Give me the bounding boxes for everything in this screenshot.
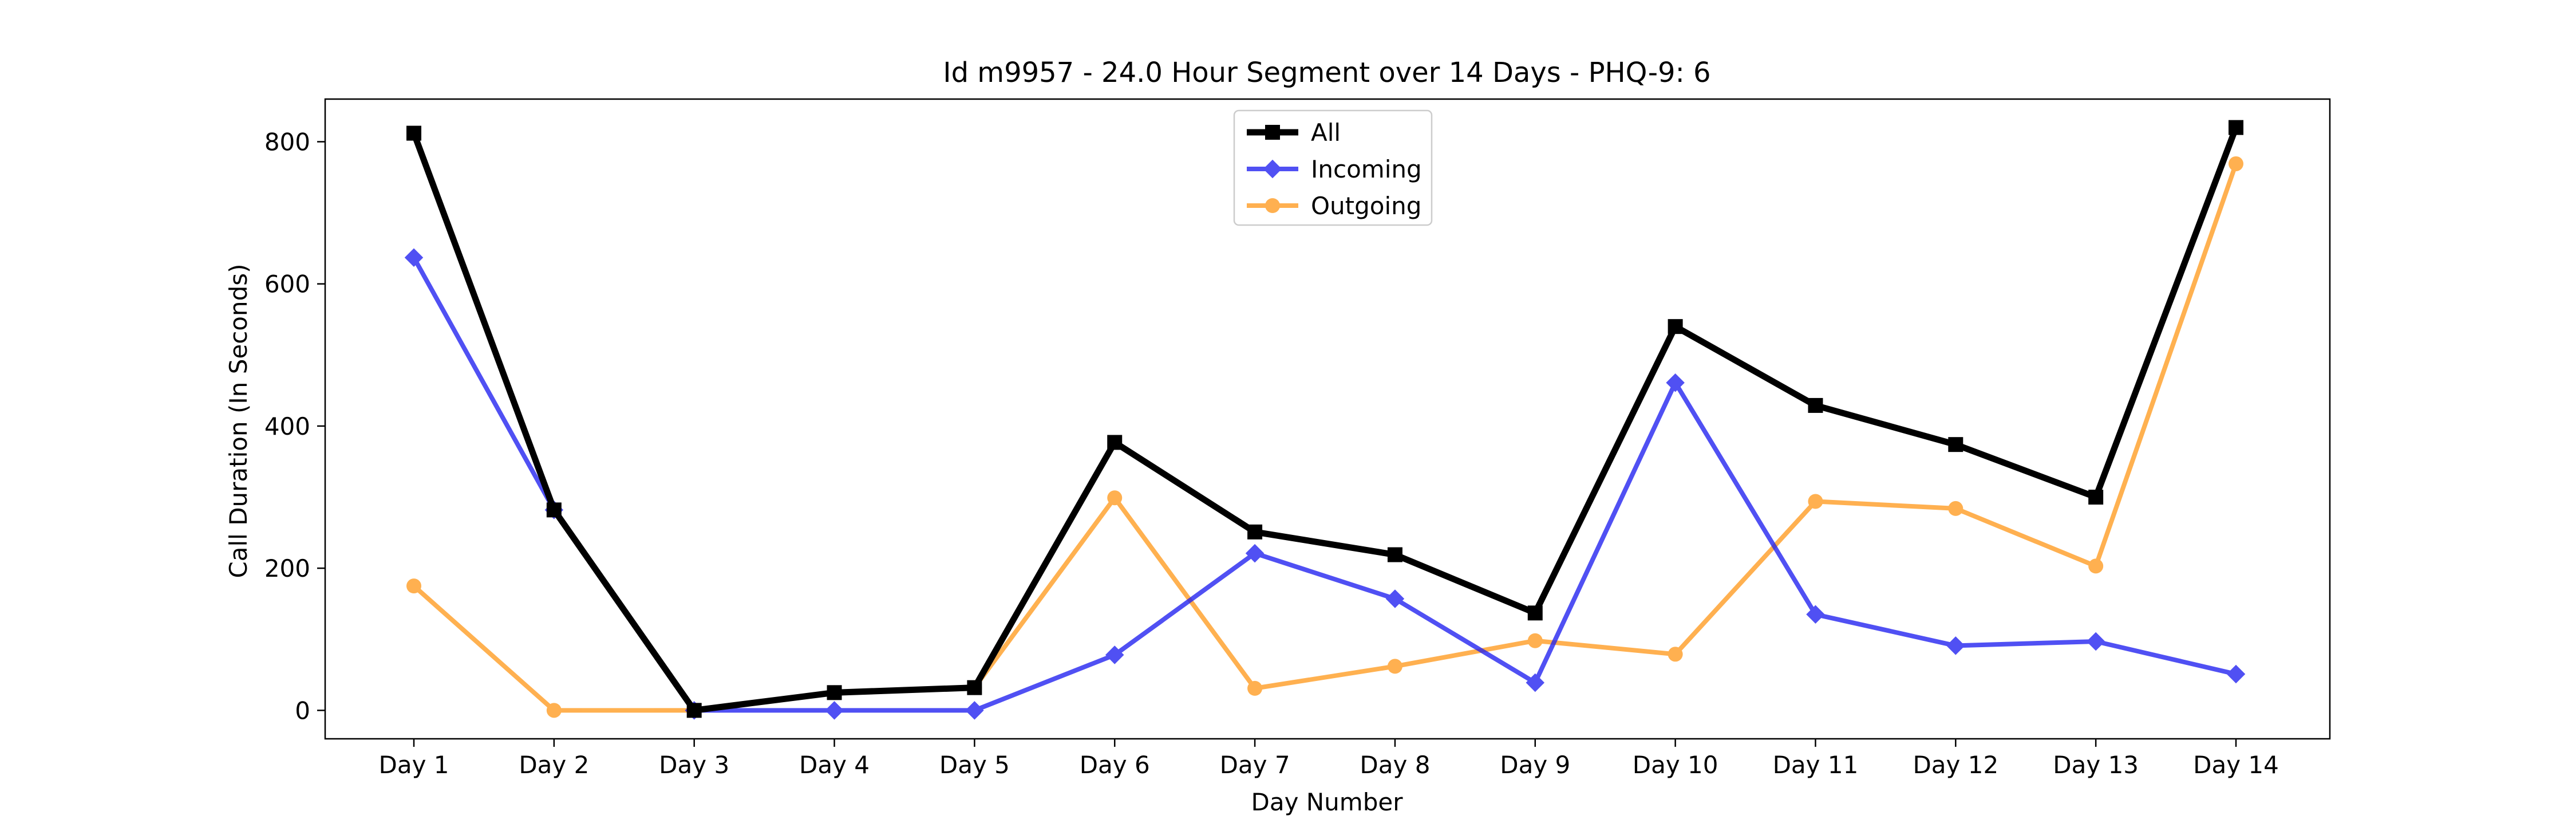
data-point-outgoing: [406, 578, 421, 594]
data-point-all: [1808, 397, 1823, 413]
x-axis-label: Day Number: [1251, 788, 1403, 816]
data-point-incoming: [1946, 636, 1965, 655]
axes-frame: [324, 98, 2331, 740]
data-point-all: [1247, 524, 1263, 539]
data-point-incoming: [825, 701, 844, 720]
data-point-all: [1527, 605, 1543, 621]
data-point-outgoing: [1247, 680, 1263, 696]
data-point-all: [686, 703, 702, 718]
data-point-incoming: [2226, 664, 2246, 684]
legend-marker: [1265, 125, 1280, 140]
data-point-incoming: [1245, 544, 1265, 563]
x-tick-label: Day 12: [1913, 751, 1998, 779]
data-point-all: [827, 685, 842, 700]
data-point-incoming: [1666, 373, 1685, 392]
x-tick-label: Day 9: [1500, 751, 1570, 779]
legend-label: All: [1311, 119, 1341, 147]
x-tick-label: Day 8: [1360, 751, 1430, 779]
legend-entry-outgoing: [1247, 198, 1298, 213]
data-point-all: [967, 680, 982, 695]
data-point-all: [1668, 319, 1683, 334]
data-point-all: [2088, 490, 2104, 505]
data-point-outgoing: [1668, 647, 1683, 662]
y-tick-label: 0: [295, 696, 310, 724]
data-point-all: [1107, 435, 1123, 450]
legend-label: Incoming: [1311, 155, 1422, 183]
series-line-all: [410, 126, 2239, 714]
data-point-all: [1948, 437, 1963, 452]
data-point-incoming: [1385, 589, 1405, 608]
x-tick-label: Day 6: [1080, 751, 1150, 779]
x-tick-label: Day 11: [1773, 751, 1859, 779]
x-tick-label: Day 14: [2193, 751, 2279, 779]
data-point-incoming: [1526, 673, 1545, 692]
data-point-outgoing: [1808, 494, 1823, 509]
data-point-incoming: [965, 701, 984, 720]
legend-marker: [1263, 159, 1282, 179]
x-tick-label: Day 13: [2053, 751, 2139, 779]
chart-title: Id m9957 - 24.0 Hour Segment over 14 Day…: [943, 57, 1710, 89]
x-tick-label: Day 10: [1633, 751, 1718, 779]
data-point-outgoing: [546, 703, 562, 718]
data-point-outgoing: [1387, 659, 1402, 674]
x-tick-label: Day 7: [1220, 751, 1290, 779]
x-tick-label: Day 4: [799, 751, 870, 779]
series-all: [406, 120, 2243, 718]
legend-label: Outgoing: [1311, 192, 1421, 220]
data-point-outgoing: [1107, 490, 1123, 506]
x-tick-label: Day 2: [519, 751, 589, 779]
legend-entry-incoming: [1247, 159, 1298, 179]
data-point-all: [546, 502, 562, 518]
data-point-outgoing: [2088, 558, 2104, 574]
data-point-outgoing: [2229, 156, 2243, 171]
x-tick-label: Day 3: [659, 751, 729, 779]
x-tick-label: Day 1: [378, 751, 449, 779]
plot-area: [404, 120, 2246, 720]
legend-box: [1233, 109, 1433, 226]
data-point-all: [2229, 120, 2243, 135]
legend-marker: [1265, 198, 1280, 213]
legend: All Incoming Outgoing: [1233, 109, 1433, 226]
data-point-all: [1387, 547, 1402, 562]
y-axis-label: Call Duration (In Seconds): [224, 263, 252, 578]
data-point-all: [406, 125, 421, 141]
data-point-incoming: [1105, 645, 1124, 664]
data-point-incoming: [404, 248, 424, 267]
x-tick-label: Day 5: [939, 751, 1010, 779]
y-tick-label: 200: [264, 554, 310, 582]
data-point-incoming: [2086, 632, 2105, 651]
y-tick-label: 800: [264, 128, 310, 156]
data-point-incoming: [1806, 605, 1825, 624]
y-tick-label: 400: [264, 412, 310, 440]
data-point-outgoing: [1948, 501, 1963, 516]
legend-entry-all: [1247, 125, 1298, 140]
y-tick-label: 600: [264, 270, 310, 298]
data-point-outgoing: [1527, 633, 1543, 648]
